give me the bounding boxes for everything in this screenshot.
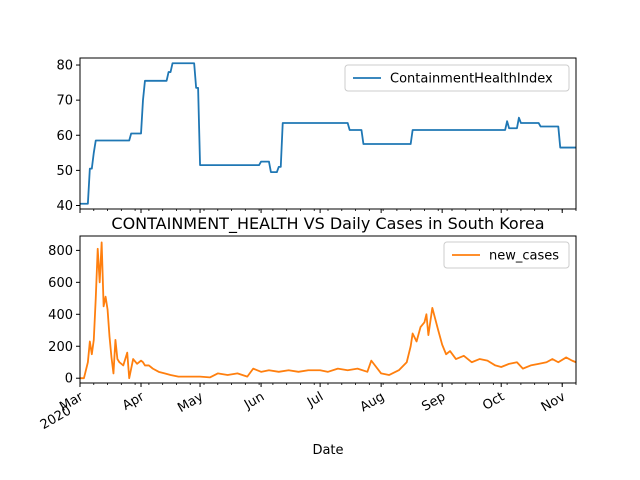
top-y-tick-label: 80 bbox=[56, 59, 73, 74]
top-y-ticks: 40 50 60 70 80 bbox=[56, 59, 80, 214]
x-axis-title: Date bbox=[312, 443, 343, 458]
bottom-y-tick-label: 0 bbox=[65, 372, 73, 387]
top-plot-lines bbox=[80, 62, 576, 205]
x-tick-label: Jul bbox=[304, 389, 326, 410]
top-legend-box bbox=[344, 64, 570, 92]
top-y-tick-label: 50 bbox=[56, 164, 73, 179]
bottom-y-tick-label: 200 bbox=[48, 340, 73, 355]
top-legend: ContainmentHealthIndex bbox=[344, 64, 570, 92]
top-legend-label: ContainmentHealthIndex bbox=[390, 72, 553, 87]
bottom-legend: new_cases bbox=[443, 241, 570, 269]
top-y-tick-label: 70 bbox=[56, 94, 73, 109]
bottom-legend-box bbox=[443, 241, 570, 269]
bottom-y-tick-label: 600 bbox=[48, 276, 73, 291]
top-x-ticks bbox=[79, 209, 577, 213]
top-y-tick-label: 60 bbox=[56, 129, 73, 144]
bottom-y-tick-label: 400 bbox=[48, 308, 73, 323]
top-series-line-0 bbox=[80, 62, 576, 205]
bottom-y-ticks: 0 200 400 600 800 bbox=[48, 244, 80, 387]
top-plot: 40 50 60 70 80 ContainmentHealthIndex bbox=[56, 57, 577, 214]
bottom-legend-label: new_cases bbox=[489, 249, 559, 264]
bottom-plot: CONTAINMENT_HEALTH VS Daily Cases in Sou… bbox=[38, 214, 577, 458]
bottom-y-tick-label: 800 bbox=[48, 244, 73, 259]
top-y-tick-label: 40 bbox=[56, 199, 73, 214]
bottom-plot-lines bbox=[80, 241, 577, 380]
bottom-series-line-0 bbox=[80, 241, 577, 380]
chart-title: CONTAINMENT_HEALTH VS Daily Cases in Sou… bbox=[111, 214, 544, 234]
